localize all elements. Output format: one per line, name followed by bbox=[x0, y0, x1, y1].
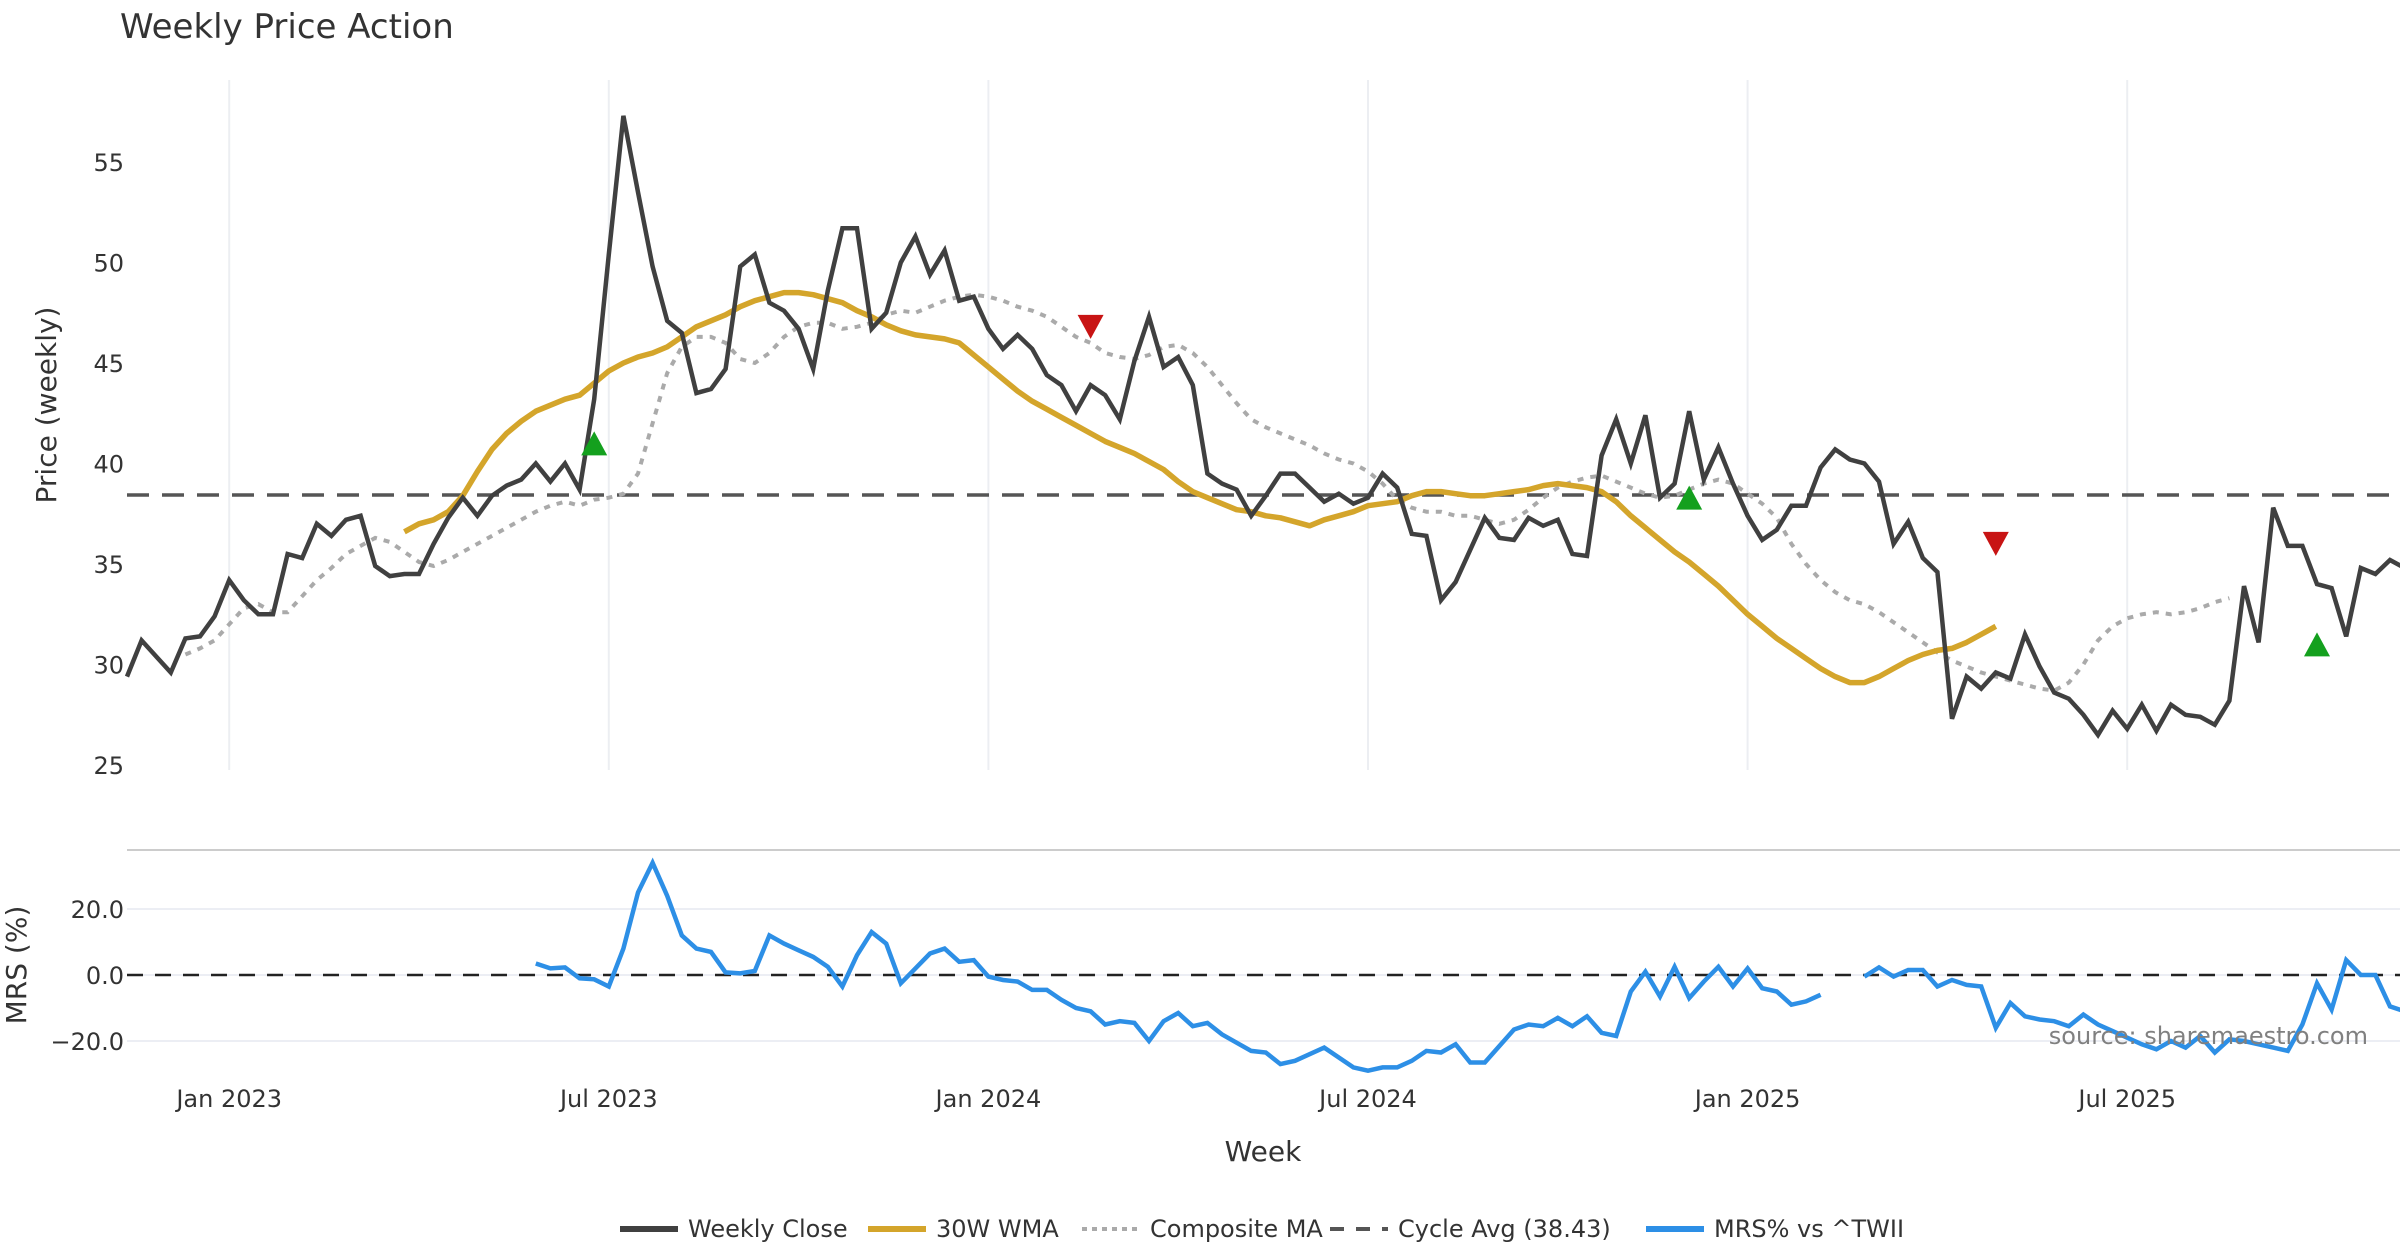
chart-title: Weekly Price Action bbox=[120, 7, 454, 47]
sell-signal-triangle-icon bbox=[1982, 531, 2009, 556]
x-tick-label: Jul 2025 bbox=[2076, 1085, 2176, 1113]
legend-label: Composite MA bbox=[1150, 1215, 1323, 1243]
legend-label: Weekly Close bbox=[688, 1215, 848, 1243]
x-axis-label: Week bbox=[1225, 1135, 1302, 1168]
x-tick-label: Jan 2025 bbox=[1693, 1085, 1801, 1113]
price-y-tick-label: 30 bbox=[93, 652, 124, 680]
sell-signal-triangle-icon bbox=[1077, 314, 1104, 339]
mrs-line-segment bbox=[1863, 955, 2400, 1056]
weekly-close-line bbox=[124, 115, 2400, 739]
mrs-lines bbox=[535, 857, 2400, 1074]
price-y-tick-label: 35 bbox=[93, 551, 124, 579]
mrs-line-segment bbox=[535, 857, 1822, 1074]
legend: Weekly Close 30W WMA Composite MA Cycle Avg… bbox=[620, 1215, 1904, 1243]
source-note: source: sharemaestro.com bbox=[2049, 1022, 2368, 1050]
price-y-tick-label: 25 bbox=[93, 752, 124, 780]
legend-item: Composite MA bbox=[1082, 1215, 1323, 1243]
price-y-axis-label: Price (weekly) bbox=[30, 307, 63, 504]
legend-item: Cycle Avg (38.43) bbox=[1330, 1215, 1611, 1243]
mrs-y-axis-label: MRS (%) bbox=[0, 906, 33, 1025]
mrs-panel: −20.0 0.0 20.0 MRS (%) source: sharemaestr… bbox=[0, 857, 2400, 1074]
x-tick-label: Jul 2023 bbox=[558, 1085, 658, 1113]
buy-signal-triangle-icon bbox=[1676, 485, 1703, 510]
price-y-tick-label: 50 bbox=[93, 250, 124, 278]
wma-30w-line bbox=[403, 289, 1998, 686]
price-y-tick-label: 55 bbox=[93, 149, 124, 177]
legend-item: 30W WMA bbox=[868, 1215, 1059, 1243]
x-axis-ticks: Jan 2023 Jul 2023 Jan 2024 Jul 2024 Jan 2025… bbox=[174, 1085, 2176, 1113]
legend-label: MRS% vs ^TWII bbox=[1714, 1215, 1904, 1243]
legend-label: Cycle Avg (38.43) bbox=[1398, 1215, 1611, 1243]
x-tick-label: Jul 2024 bbox=[1317, 1085, 1417, 1113]
mrs-y-tick-label: −20.0 bbox=[50, 1028, 124, 1056]
price-panel: 25 30 35 40 45 50 55 Price (weekly) bbox=[30, 80, 2400, 780]
mrs-y-tick-label: 0.0 bbox=[86, 962, 124, 990]
buy-signal-triangle-icon bbox=[581, 431, 608, 456]
signal-markers bbox=[581, 314, 2330, 657]
legend-item: Weekly Close bbox=[620, 1215, 848, 1243]
legend-item: MRS% vs ^TWII bbox=[1646, 1215, 1904, 1243]
price-y-tick-label: 40 bbox=[93, 451, 124, 479]
price-y-ticks: 25 30 35 40 45 50 55 bbox=[93, 149, 124, 780]
composite-ma-line bbox=[184, 292, 2230, 693]
buy-signal-triangle-icon bbox=[2304, 632, 2330, 657]
mrs-y-tick-label: 20.0 bbox=[71, 896, 124, 924]
legend-label: 30W WMA bbox=[936, 1215, 1059, 1243]
mrs-y-ticks: −20.0 0.0 20.0 bbox=[50, 896, 124, 1056]
price-y-tick-label: 45 bbox=[93, 350, 124, 378]
x-tick-label: Jan 2023 bbox=[174, 1085, 282, 1113]
x-tick-label: Jan 2024 bbox=[934, 1085, 1042, 1113]
price-vertical-gridlines bbox=[228, 80, 2129, 770]
